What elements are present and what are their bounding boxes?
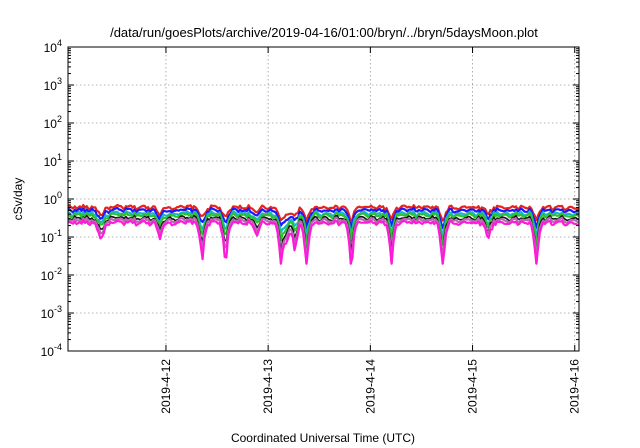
y-tick-base: 10	[41, 345, 55, 359]
y-tick-exponent: -1	[54, 228, 62, 238]
y-tick-label: 100	[44, 190, 62, 207]
y-tick-base: 10	[44, 155, 58, 169]
x-tick-label: 2019-4-14	[363, 359, 377, 414]
y-tick-exponent: 0	[57, 190, 62, 200]
data-series	[67, 203, 580, 265]
grid-lines	[68, 47, 579, 351]
y-tick-label: 101	[44, 152, 62, 169]
y-tick-exponent: 2	[57, 114, 62, 124]
y-tick-base: 10	[44, 117, 58, 131]
y-tick-label: 102	[44, 114, 62, 131]
y-tick-base: 10	[41, 269, 55, 283]
series-line	[67, 203, 580, 224]
x-axis-label: Coordinated Universal Time (UTC)	[231, 431, 415, 445]
y-tick-label: 10-3	[41, 304, 62, 321]
series-line	[67, 206, 580, 230]
y-tick-base: 10	[41, 231, 55, 245]
y-tick-label: 104	[44, 38, 62, 55]
series-line	[67, 211, 580, 248]
y-tick-label: 103	[44, 76, 62, 93]
y-axis-label: cSv/day	[11, 178, 25, 221]
x-tick-label: 2019-4-15	[466, 359, 480, 414]
y-tick-label: 10-4	[41, 342, 62, 359]
y-tick-base: 10	[44, 79, 58, 93]
series-line	[67, 214, 580, 265]
y-tick-exponent: -3	[54, 304, 62, 314]
y-tick-base: 10	[44, 41, 58, 55]
x-axis: 2019-4-12 2019-4-13 2019-4-14 2019-4-15 2019…	[159, 47, 582, 414]
x-tick-label: 2019-4-12	[159, 359, 173, 414]
y-tick-exponent: -4	[54, 342, 62, 352]
x-tick-label: 2019-4-16	[568, 359, 582, 414]
y-tick-label: 10-1	[41, 228, 62, 245]
series-line	[67, 216, 580, 265]
y-tick-exponent: 3	[57, 76, 62, 86]
y-tick-label: 10-2	[41, 266, 62, 283]
y-tick-exponent: 4	[57, 38, 62, 48]
chart-title: /data/run/goesPlots/archive/2019-04-16/0…	[110, 25, 538, 40]
x-tick-label: 2019-4-13	[261, 359, 275, 414]
y-tick-exponent: -2	[54, 266, 62, 276]
y-tick-exponent: 1	[57, 152, 62, 162]
y-tick-base: 10	[44, 193, 58, 207]
series-line	[68, 219, 580, 265]
y-tick-base: 10	[41, 307, 55, 321]
